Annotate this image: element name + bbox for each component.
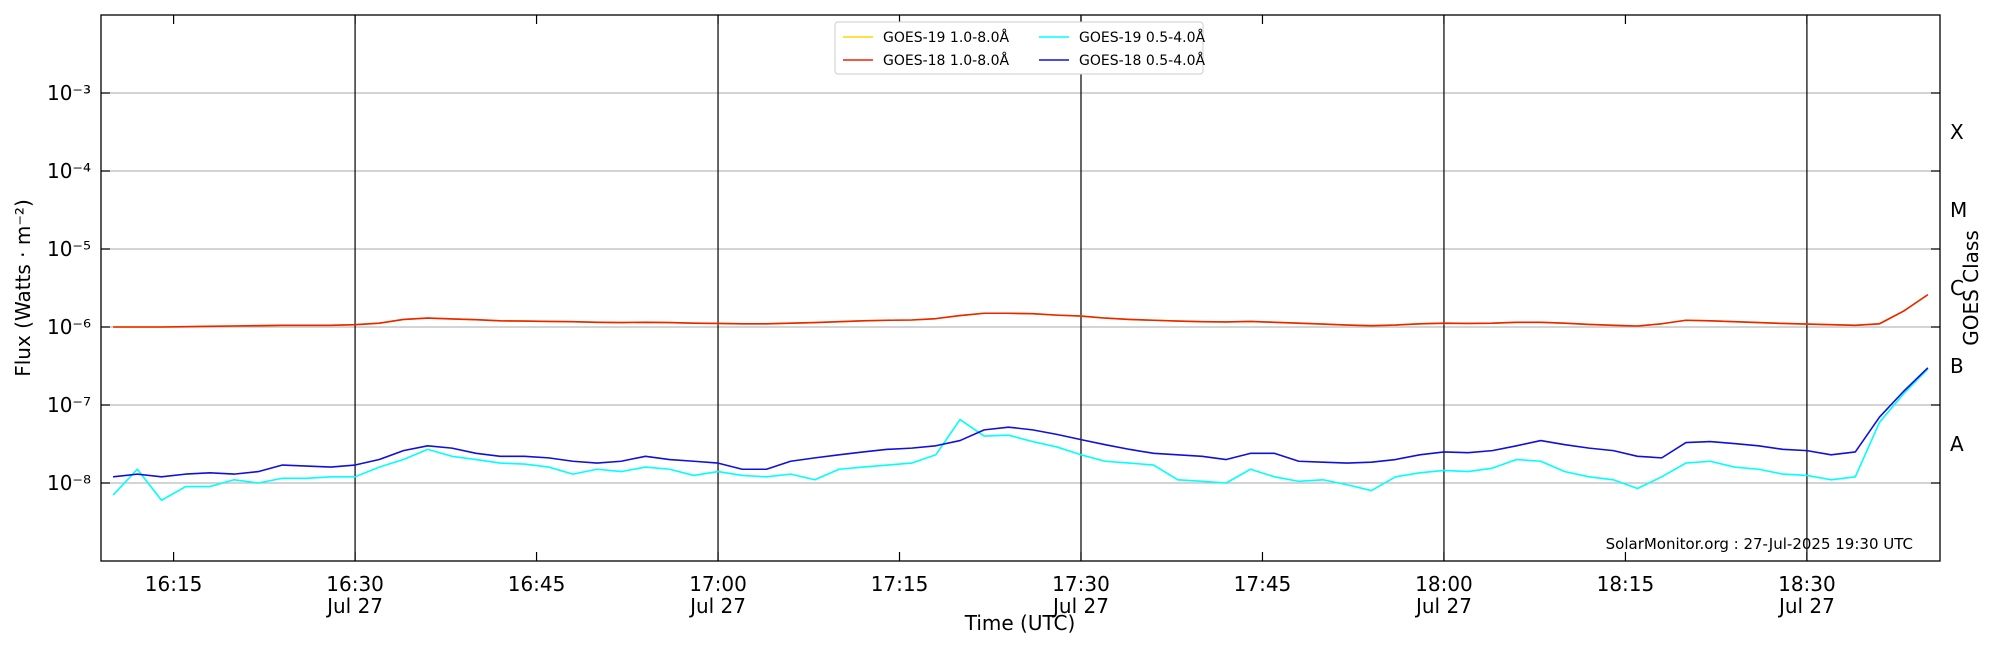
x-axis-label: Time (UTC)	[964, 611, 1076, 635]
y2-tick-label: M	[1950, 198, 1967, 222]
legend-label: GOES-18 1.0-8.0Å	[883, 52, 1009, 69]
y2-tick-label: C	[1950, 276, 1964, 300]
series-line	[112, 368, 1929, 502]
x-tick-label: Jul 27	[1777, 594, 1835, 618]
legend-box	[834, 21, 1204, 75]
x-tick-label: Jul 27	[1414, 594, 1472, 618]
series-line	[113, 293, 1929, 328]
x-tick-label: 17:45	[1234, 572, 1292, 596]
x-tick-label: Jul 27	[688, 594, 746, 618]
series-line	[113, 367, 1929, 478]
y-tick-label: 10⁻⁸	[47, 471, 91, 495]
x-tick-label: 17:15	[871, 572, 929, 596]
x-tick-label: 17:30	[1052, 572, 1110, 596]
y-tick-label: 10⁻⁶	[47, 315, 91, 339]
y2-tick-label: A	[1950, 432, 1964, 456]
x-tick-label: Jul 27	[1051, 594, 1109, 618]
x-tick-label: 18:15	[1597, 572, 1655, 596]
x-tick-label: 18:00	[1415, 572, 1473, 596]
y2-tick-label: B	[1950, 354, 1964, 378]
legend-label: GOES-19 0.5-4.0Å	[1079, 29, 1205, 46]
y-tick-label: 10⁻⁵	[47, 237, 91, 261]
y-tick-label: 10⁻⁷	[47, 393, 91, 417]
y-tick-label: 10⁻³	[47, 81, 91, 105]
y-tick-label: 10⁻⁴	[47, 159, 91, 183]
legend: GOES-19 1.0-8.0Å GOES-18 1.0-8.0Å GOES-19 …	[834, 21, 1205, 75]
x-tick-label: Jul 27	[325, 594, 383, 618]
legend-label: GOES-19 1.0-8.0Å	[883, 29, 1009, 46]
x-tick-label: 17:00	[689, 572, 747, 596]
y2-tick-label: X	[1950, 120, 1964, 144]
x-tick-label: 18:30	[1778, 572, 1836, 596]
x-tick-label: 16:45	[508, 572, 566, 596]
annotation: SolarMonitor.org : 27-Jul-2025 19:30 UTC	[1606, 535, 1913, 553]
legend-label: GOES-18 0.5-4.0Å	[1079, 52, 1205, 69]
x-tick-label: 16:30	[326, 572, 384, 596]
plot-frame	[100, 14, 1941, 562]
x-tick-label: 16:15	[145, 572, 203, 596]
y-axis-label: Flux (Watts · m⁻²)	[11, 199, 35, 377]
y2-axis-label: GOES Class	[1959, 230, 1983, 346]
